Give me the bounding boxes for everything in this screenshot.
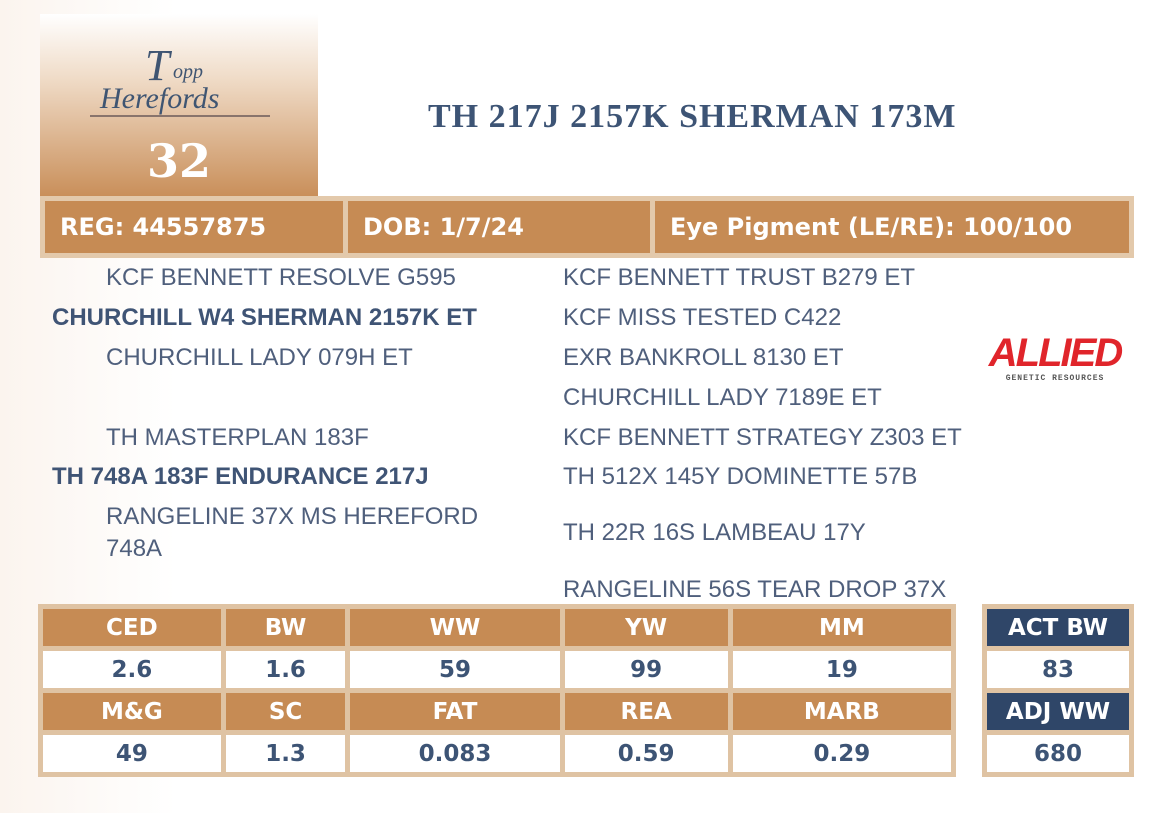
animal-name: TH 217J 2157K SHERMAN 173M	[428, 98, 957, 135]
pedigree-ancestor: TH 512X 145Y DOMINETTE 57B	[563, 463, 918, 490]
epd-value: 0.083	[350, 735, 560, 772]
pedigree-ancestor: KCF MISS TESTED C422	[563, 304, 842, 331]
pedigree-dam: TH 748A 183F ENDURANCE 217J	[52, 463, 429, 490]
svg-text:T: T	[145, 42, 173, 90]
pedigree-sire-sire: KCF BENNETT RESOLVE G595	[106, 264, 456, 291]
epd-value: 99	[564, 651, 728, 688]
act-bw-value: 83	[987, 651, 1129, 688]
epd-header: MM	[732, 609, 951, 646]
adj-ww-label: ADJ WW	[987, 693, 1129, 730]
epd-header: M&G	[43, 693, 221, 730]
epd-value: 49	[43, 735, 221, 772]
pedigree-ancestor: CHURCHILL LADY 7189E ET	[563, 384, 882, 411]
epd-header: SC	[225, 693, 346, 730]
pedigree-ancestor: KCF BENNETT STRATEGY Z303 ET	[563, 424, 962, 451]
epd-value: 0.29	[732, 735, 951, 772]
date-of-birth: DOB: 1/7/24	[348, 201, 650, 253]
epd-value: 2.6	[43, 651, 221, 688]
pedigree-dam-dam: RANGELINE 37X MS HEREFORD	[106, 503, 479, 530]
pedigree-ancestor: EXR BANKROLL 8130 ET	[563, 344, 844, 371]
actuals-table: ACT BW 83 ADJ WW 680	[982, 604, 1134, 777]
eye-pigment: Eye Pigment (LE/RE): 100/100	[655, 201, 1129, 253]
pedigree-ancestor: RANGELINE 56S TEAR DROP 37X	[563, 576, 947, 603]
lot-header: T opp Herefords 32	[40, 14, 318, 196]
info-bar: REG: 44557875 DOB: 1/7/24 Eye Pigment (L…	[40, 196, 1134, 258]
svg-text:opp: opp	[173, 61, 203, 83]
pedigree-ancestor: KCF BENNETT TRUST B279 ET	[563, 264, 916, 291]
registration-number: REG: 44557875	[45, 201, 343, 253]
epd-header: BW	[225, 609, 346, 646]
pedigree-sire-dam: CHURCHILL LADY 079H ET	[106, 344, 413, 371]
epd-header: FAT	[350, 693, 560, 730]
epd-header: MARB	[732, 693, 951, 730]
epd-header: WW	[350, 609, 560, 646]
epd-value: 59	[350, 651, 560, 688]
pedigree-dam-dam-cont: 748A	[106, 535, 163, 562]
epd-value: 1.6	[225, 651, 346, 688]
pedigree-ancestor: TH 22R 16S LAMBEAU 17Y	[563, 519, 866, 546]
epd-value: 19	[732, 651, 951, 688]
svg-text:Herefords: Herefords	[99, 82, 219, 115]
epd-header: REA	[564, 693, 728, 730]
topp-herefords-logo: T opp Herefords	[90, 42, 270, 117]
act-bw-label: ACT BW	[987, 609, 1129, 646]
epd-header: YW	[564, 609, 728, 646]
epd-value: 1.3	[225, 735, 346, 772]
pedigree-sire: CHURCHILL W4 SHERMAN 2157K ET	[52, 304, 477, 331]
pedigree-dam-sire: TH MASTERPLAN 183F	[106, 424, 369, 451]
epd-value: 0.59	[564, 735, 728, 772]
lot-number: 32	[146, 134, 211, 188]
allied-genetic-resources-logo: ALLIED GENETIC RESOURCES	[988, 331, 1125, 383]
svg-text:GENETIC RESOURCES: GENETIC RESOURCES	[1006, 374, 1105, 383]
epd-header: CED	[43, 609, 221, 646]
adj-ww-value: 680	[987, 735, 1129, 772]
svg-text:ALLIED: ALLIED	[988, 331, 1123, 375]
epd-table: CED BW WW YW MM 2.6 1.6 59 99 19 M&G SC …	[38, 604, 956, 777]
